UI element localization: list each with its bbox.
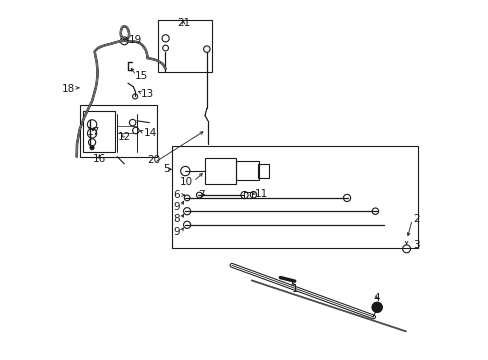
Text: 16: 16 bbox=[92, 154, 106, 164]
Text: 20: 20 bbox=[147, 155, 161, 165]
Bar bbox=[244, 192, 251, 198]
Text: 11: 11 bbox=[255, 189, 268, 199]
Text: 21: 21 bbox=[177, 18, 190, 28]
Text: 9: 9 bbox=[173, 227, 180, 237]
Circle shape bbox=[371, 302, 382, 312]
Text: 5: 5 bbox=[163, 164, 169, 174]
Bar bbox=[172, 146, 417, 248]
Text: 15: 15 bbox=[135, 71, 148, 81]
Bar bbox=[158, 21, 212, 72]
Text: 8: 8 bbox=[173, 215, 180, 224]
Bar bbox=[258, 164, 268, 178]
Text: 19: 19 bbox=[129, 35, 142, 45]
Bar bbox=[204, 158, 235, 184]
Text: 2: 2 bbox=[412, 215, 419, 224]
Text: 10: 10 bbox=[179, 177, 192, 187]
Text: 9: 9 bbox=[173, 202, 180, 212]
Text: 4: 4 bbox=[373, 293, 380, 303]
Bar bbox=[80, 105, 156, 157]
Bar bbox=[83, 111, 115, 152]
Text: 1: 1 bbox=[291, 284, 297, 294]
Text: 13: 13 bbox=[141, 89, 154, 99]
Text: 14: 14 bbox=[144, 129, 157, 138]
Text: 7: 7 bbox=[198, 190, 204, 200]
Bar bbox=[235, 161, 258, 180]
Text: 17: 17 bbox=[87, 127, 101, 136]
Text: 12: 12 bbox=[118, 132, 131, 142]
Text: 6: 6 bbox=[173, 190, 180, 200]
Text: 18: 18 bbox=[62, 84, 75, 94]
Circle shape bbox=[90, 145, 94, 150]
Text: 3: 3 bbox=[412, 239, 419, 249]
